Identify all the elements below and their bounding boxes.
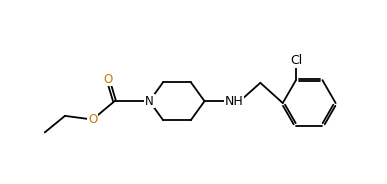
Text: O: O [103,73,113,86]
Text: Cl: Cl [290,54,302,67]
Text: NH: NH [224,95,243,108]
Text: O: O [88,113,97,126]
Text: N: N [145,95,154,108]
